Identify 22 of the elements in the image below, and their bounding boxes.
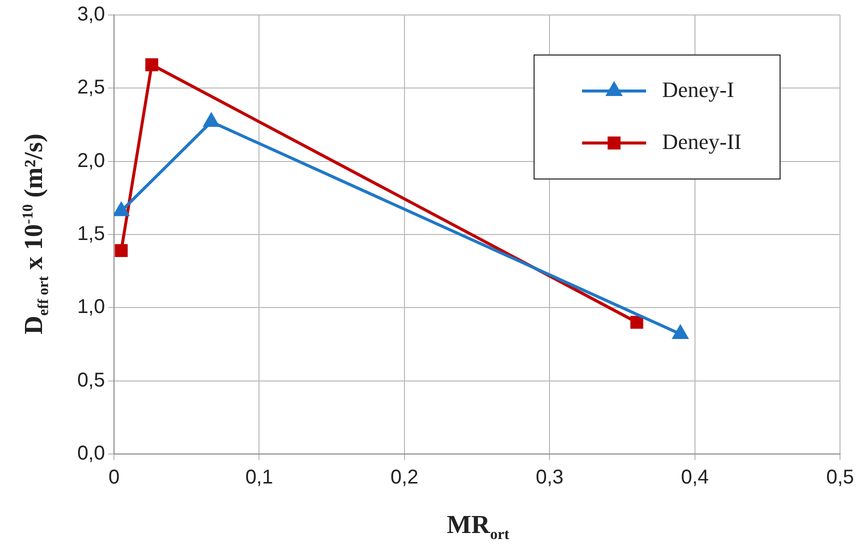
x-tick-label: 0,2 <box>390 466 418 489</box>
y-tick-label: 0,5 <box>77 369 105 392</box>
point <box>672 326 688 340</box>
x-axis-title: MR$_{ort}$ <box>446 510 510 544</box>
legend-label: Deney-II <box>662 128 742 154</box>
point <box>114 244 128 258</box>
x-tick-label: 0,3 <box>536 466 564 489</box>
point <box>145 58 158 72</box>
point <box>630 316 644 329</box>
legend-label: Deney-I <box>662 76 734 102</box>
y-tick-label: 1,0 <box>77 296 105 318</box>
y-tick-label: 1,5 <box>77 223 105 246</box>
y-tick-label: 3,0 <box>77 4 105 26</box>
x-tick-label: 0,4 <box>680 466 709 489</box>
x-tick-label: 0,1 <box>245 466 274 489</box>
point <box>114 202 129 216</box>
x-tick-label: 0,5 <box>826 466 854 489</box>
y-tick-label: 2,0 <box>77 150 105 172</box>
point <box>204 113 219 127</box>
y-tick-label: 2,5 <box>77 76 105 99</box>
y-tick-label: 0,0 <box>77 442 105 465</box>
x-tick-label: 0 <box>108 466 120 489</box>
